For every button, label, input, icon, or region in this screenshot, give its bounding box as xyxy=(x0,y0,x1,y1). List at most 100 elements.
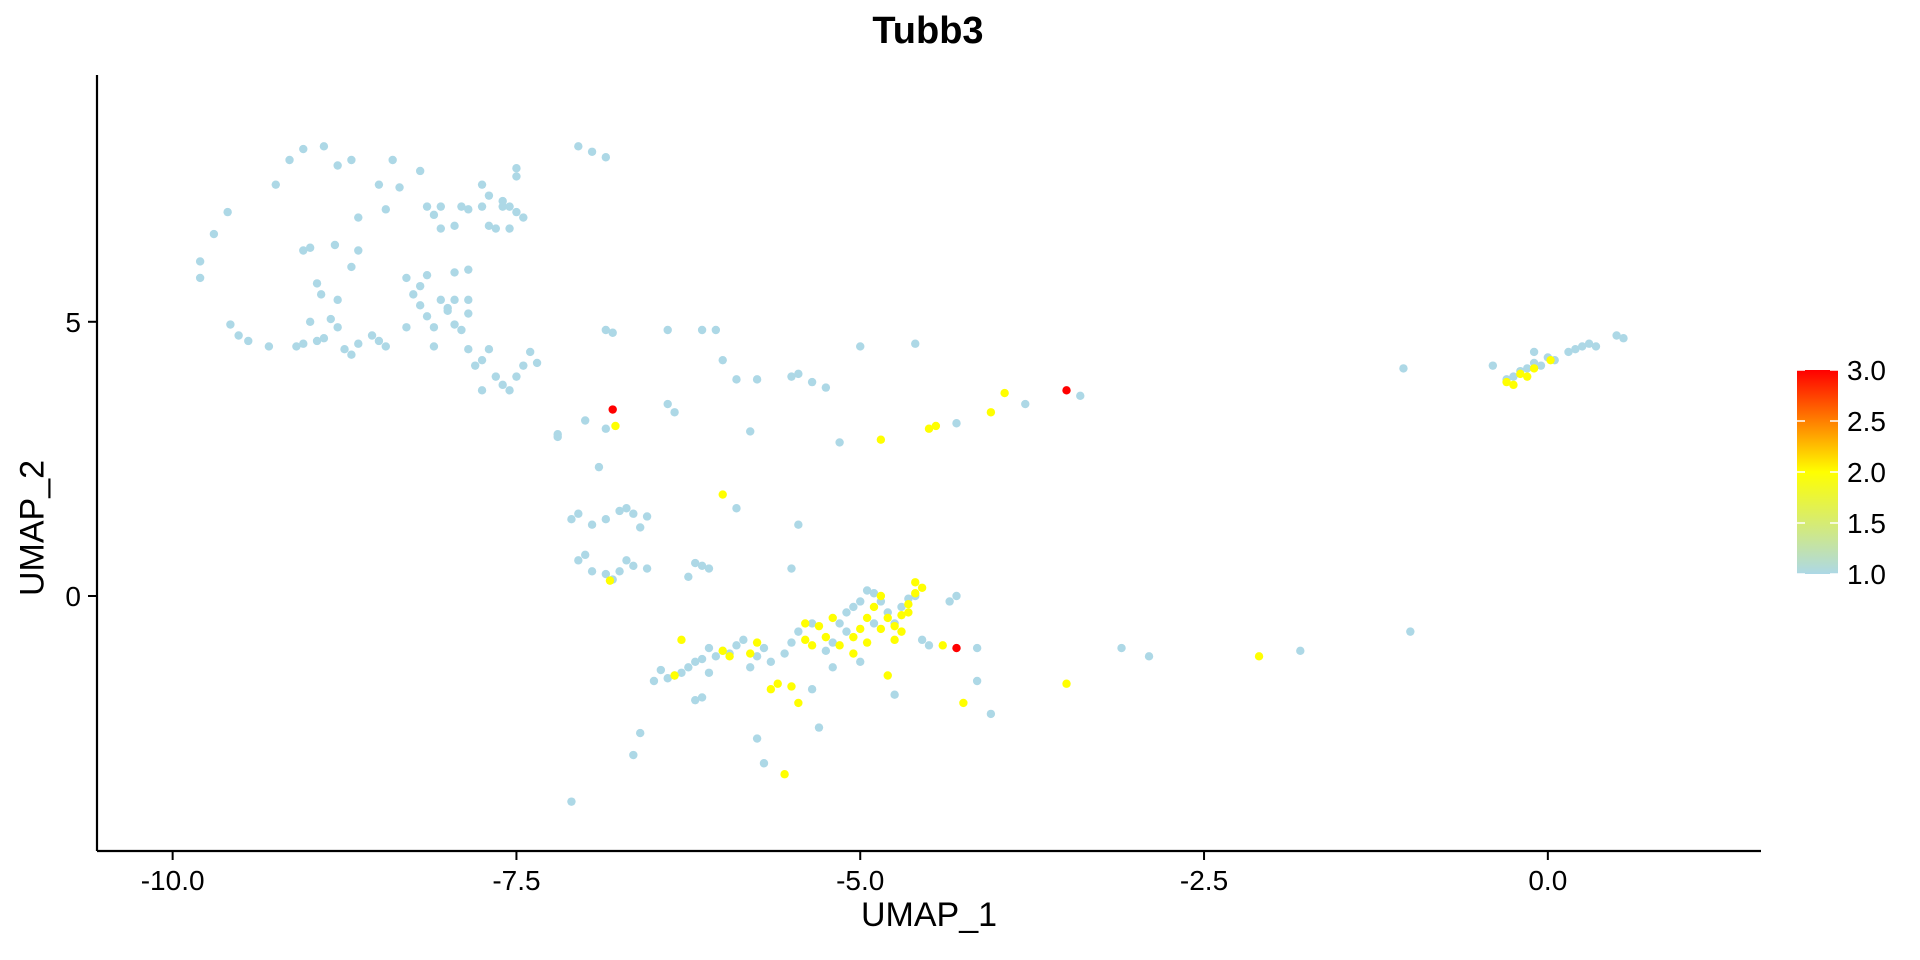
data-point xyxy=(347,350,356,359)
data-point xyxy=(450,221,459,231)
x-tick-label: -5.0 xyxy=(836,865,884,896)
data-point xyxy=(587,147,597,156)
data-point xyxy=(821,383,831,392)
data-point xyxy=(1591,342,1601,351)
data-point xyxy=(1578,342,1587,351)
data-point xyxy=(814,723,824,732)
data-point xyxy=(1062,679,1071,688)
data-point xyxy=(704,564,714,573)
data-point xyxy=(354,339,363,348)
data-point xyxy=(622,556,631,565)
data-point xyxy=(869,602,879,612)
data-point xyxy=(732,504,741,513)
data-point xyxy=(1144,652,1154,661)
data-point xyxy=(794,698,803,708)
data-point xyxy=(601,424,611,433)
data-point xyxy=(876,591,886,601)
data-point xyxy=(931,421,941,431)
data-point xyxy=(305,317,315,326)
data-point xyxy=(587,567,597,576)
data-point xyxy=(697,325,707,335)
data-point xyxy=(629,509,638,518)
data-point xyxy=(1399,364,1408,373)
data-point xyxy=(580,550,590,560)
data-point xyxy=(746,663,755,672)
data-point xyxy=(622,504,631,513)
data-point xyxy=(1516,369,1525,379)
data-point xyxy=(374,336,384,346)
colorbar: 1.0 1.5 2.0 2.5 3.0 xyxy=(1797,355,1886,590)
data-point xyxy=(422,270,432,280)
data-point xyxy=(464,345,473,354)
data-point xyxy=(567,515,576,524)
data-point xyxy=(422,312,432,321)
points-layer xyxy=(195,142,1628,806)
data-point xyxy=(952,591,961,601)
data-point xyxy=(388,155,397,165)
data-point xyxy=(436,224,446,233)
data-point xyxy=(842,627,851,636)
data-point xyxy=(512,207,521,217)
data-point xyxy=(402,273,411,283)
data-point xyxy=(285,155,294,165)
data-point xyxy=(663,399,672,409)
data-point xyxy=(477,386,487,395)
data-point xyxy=(904,608,913,617)
data-point xyxy=(195,273,205,283)
data-point xyxy=(917,583,927,592)
data-point xyxy=(553,432,562,442)
x-tick-label: -7.5 xyxy=(492,865,540,896)
data-point xyxy=(512,372,521,381)
data-point xyxy=(794,627,803,636)
data-point xyxy=(512,164,521,173)
data-point xyxy=(924,424,934,433)
data-point xyxy=(1529,347,1539,357)
data-point xyxy=(574,142,583,151)
data-point xyxy=(409,290,418,299)
data-point xyxy=(780,649,789,658)
data-point xyxy=(484,191,494,200)
data-point xyxy=(470,361,480,370)
data-point xyxy=(911,589,920,598)
data-point xyxy=(986,709,996,719)
data-point xyxy=(752,652,762,661)
data-point xyxy=(532,358,542,368)
colorbar-tick-label: 1.5 xyxy=(1847,508,1886,539)
chart-title: Tubb3 xyxy=(872,10,984,52)
data-point xyxy=(787,564,796,573)
data-point xyxy=(519,361,528,370)
data-point xyxy=(1536,361,1546,370)
data-point xyxy=(856,342,865,351)
y-axis-label: UMAP_2 xyxy=(13,459,52,597)
data-point xyxy=(594,462,604,472)
data-point xyxy=(794,369,803,379)
data-point xyxy=(876,435,886,444)
data-point xyxy=(704,668,714,677)
data-point xyxy=(505,202,514,211)
data-point xyxy=(924,641,934,650)
data-point xyxy=(457,325,466,335)
data-point xyxy=(226,320,235,329)
data-point xyxy=(305,243,315,252)
data-point xyxy=(787,372,796,381)
data-point xyxy=(1523,372,1532,381)
data-point xyxy=(587,520,597,529)
data-point xyxy=(234,331,243,340)
data-point xyxy=(828,638,837,647)
data-point xyxy=(1523,364,1532,373)
data-point xyxy=(195,257,205,266)
data-point xyxy=(732,375,741,384)
data-point xyxy=(422,202,432,211)
x-tick-label: 0.0 xyxy=(1528,865,1567,896)
data-point xyxy=(477,355,487,365)
data-point xyxy=(450,295,459,305)
x-axis-label: UMAP_1 xyxy=(860,896,998,934)
data-point xyxy=(244,336,253,346)
data-point xyxy=(677,668,686,677)
data-point xyxy=(1076,391,1085,401)
data-point xyxy=(1612,331,1621,340)
data-point xyxy=(697,561,707,571)
data-point xyxy=(890,690,899,699)
data-point xyxy=(1000,388,1009,398)
data-point xyxy=(807,685,817,694)
